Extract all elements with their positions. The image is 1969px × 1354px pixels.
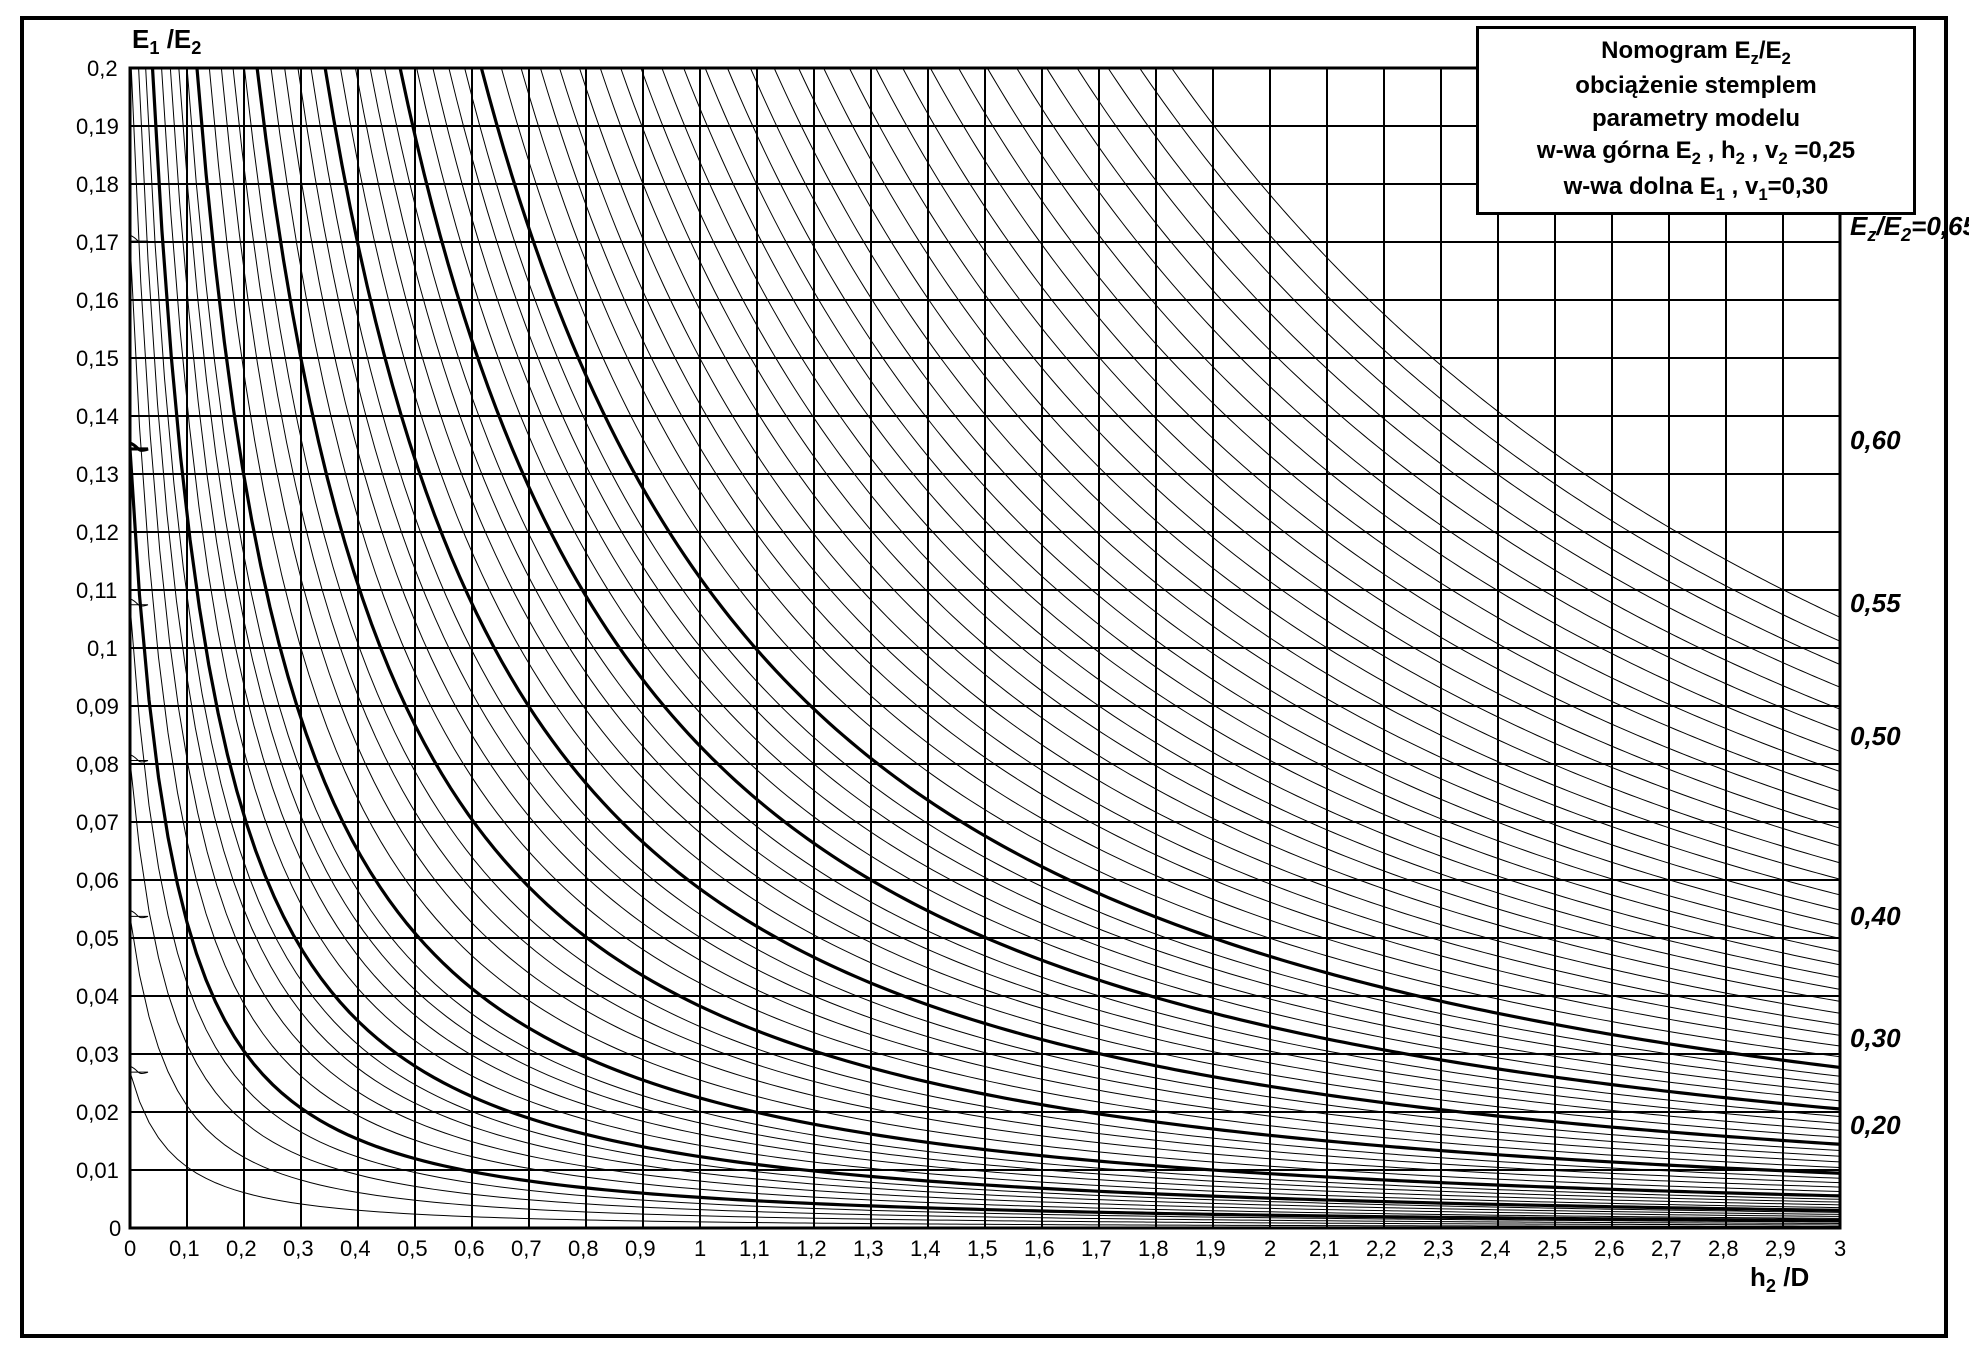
legend-line: Nomogram Ez/E2 — [1489, 35, 1903, 70]
x-tick: 0,8 — [568, 1236, 599, 1262]
y-tick: 0,08 — [76, 752, 120, 778]
curve-label: 0,20 — [1850, 1110, 1901, 1141]
legend-line: w-wa górna E2 , h2 , v2 =0,25 — [1489, 135, 1903, 170]
x-tick: 0,1 — [169, 1236, 200, 1262]
legend-line: parametry modelu — [1489, 103, 1903, 135]
y-tick: 0,18 — [76, 172, 120, 198]
legend-box: Nomogram Ez/E2obciążenie stemplemparamet… — [1476, 26, 1916, 215]
x-tick: 1,1 — [739, 1236, 770, 1262]
y-tick: 0,01 — [76, 1158, 120, 1184]
x-tick: 2,9 — [1765, 1236, 1796, 1262]
x-tick: 2,1 — [1309, 1236, 1340, 1262]
x-tick: 0 — [124, 1236, 136, 1262]
y-tick: 0,17 — [76, 230, 120, 256]
curve-label: 0,55 — [1850, 588, 1901, 619]
x-tick: 1,4 — [910, 1236, 941, 1262]
x-tick: 2,6 — [1594, 1236, 1625, 1262]
x-tick: 1,8 — [1138, 1236, 1169, 1262]
x-tick: 3 — [1834, 1236, 1846, 1262]
y-tick: 0,14 — [76, 404, 120, 430]
x-tick: 2 — [1264, 1236, 1276, 1262]
y-tick: 0 — [109, 1216, 120, 1242]
x-tick: 1,3 — [853, 1236, 884, 1262]
x-tick: 1,2 — [796, 1236, 827, 1262]
y-tick: 0,16 — [76, 288, 120, 314]
curve-label: 0,30 — [1850, 1023, 1901, 1054]
y-tick: 0,19 — [76, 114, 120, 140]
y-tick: 0,04 — [76, 984, 120, 1010]
x-tick: 2,7 — [1651, 1236, 1682, 1262]
x-tick: 0,2 — [226, 1236, 257, 1262]
x-tick: 0,3 — [283, 1236, 314, 1262]
y-tick: 0,15 — [76, 346, 120, 372]
curve-label: 0,50 — [1850, 721, 1901, 752]
curve-label: Ez/E2=0,65 — [1850, 211, 1969, 246]
y-tick: 0,12 — [76, 520, 120, 546]
x-tick: 2,8 — [1708, 1236, 1739, 1262]
y-tick: 0,07 — [76, 810, 120, 836]
x-tick: 0,5 — [397, 1236, 428, 1262]
x-tick: 1,6 — [1024, 1236, 1055, 1262]
x-tick: 2,3 — [1423, 1236, 1454, 1262]
x-tick: 1,9 — [1195, 1236, 1226, 1262]
y-tick: 0,03 — [76, 1042, 120, 1068]
x-tick: 1 — [694, 1236, 706, 1262]
y-tick: 0,05 — [76, 926, 120, 952]
y-tick: 0,09 — [76, 694, 120, 720]
x-tick: 2,5 — [1537, 1236, 1568, 1262]
x-tick: 0,4 — [340, 1236, 371, 1262]
legend-line: w-wa dolna E1 , v1=0,30 — [1489, 171, 1903, 206]
y-tick: 0,2 — [87, 56, 120, 82]
curve-label: 0,60 — [1850, 425, 1901, 456]
y-tick: 0,1 — [87, 636, 120, 662]
y-tick: 0,13 — [76, 462, 120, 488]
x-tick: 1,7 — [1081, 1236, 1112, 1262]
y-tick: 0,02 — [76, 1100, 120, 1126]
x-tick: 0,7 — [511, 1236, 542, 1262]
x-tick: 1,5 — [967, 1236, 998, 1262]
nomogram-page: E1 /E2 h2 /D Nomogram Ez/E2obciążenie st… — [0, 0, 1969, 1354]
x-tick: 0,6 — [454, 1236, 485, 1262]
curve-label: 0,40 — [1850, 901, 1901, 932]
x-tick: 2,2 — [1366, 1236, 1397, 1262]
y-tick: 0,11 — [76, 578, 120, 604]
x-tick: 2,4 — [1480, 1236, 1511, 1262]
y-tick: 0,06 — [76, 868, 120, 894]
legend-line: obciążenie stemplem — [1489, 70, 1903, 102]
x-tick: 0,9 — [625, 1236, 656, 1262]
